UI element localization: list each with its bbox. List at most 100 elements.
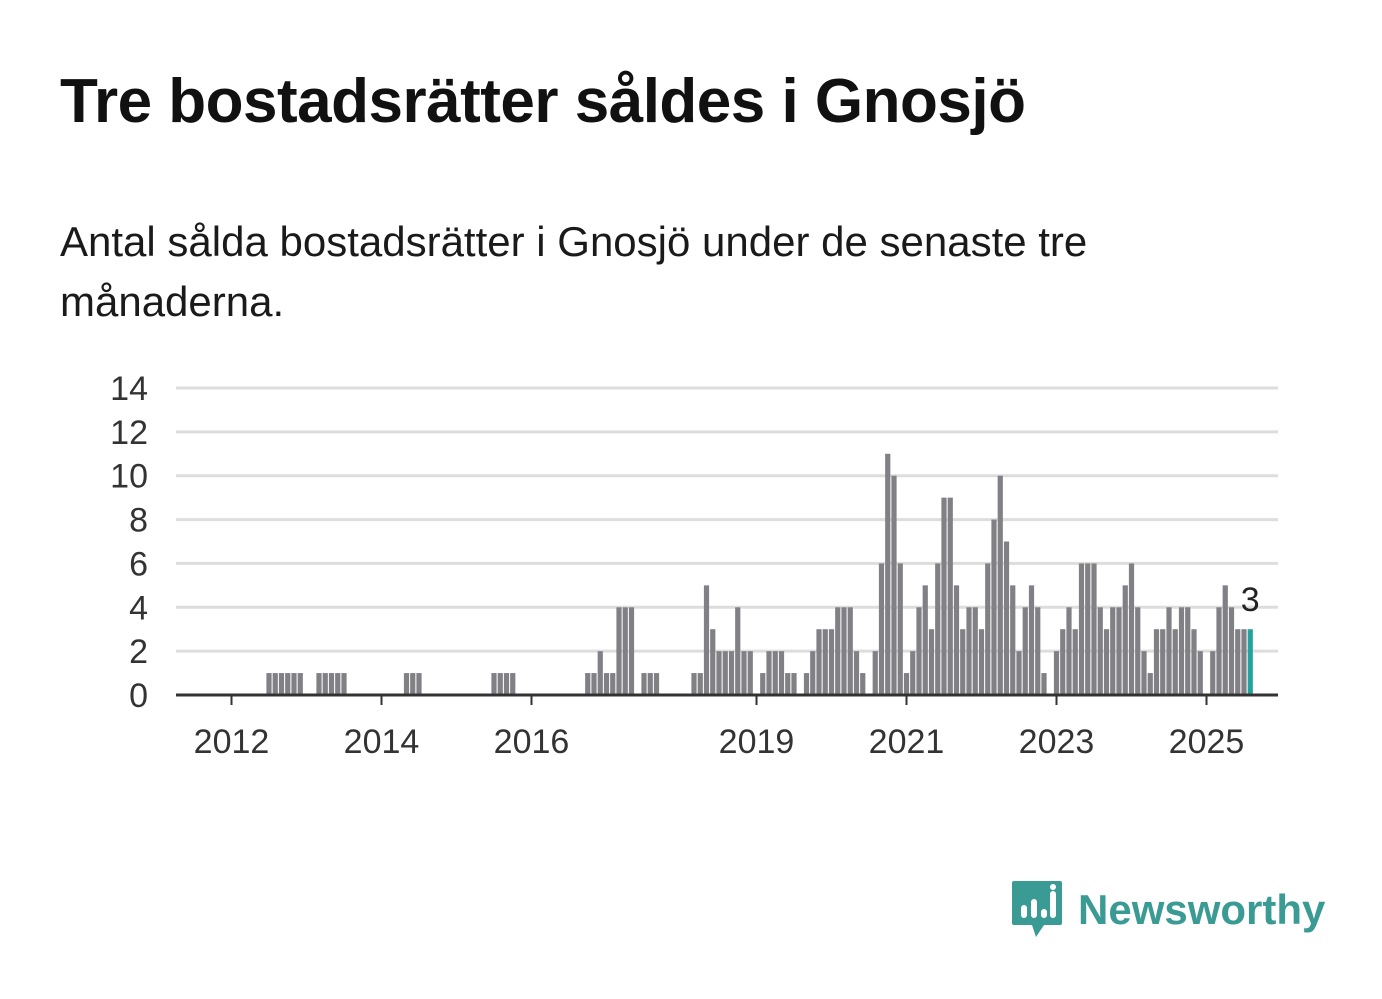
y-tick-label: 6 xyxy=(129,545,148,583)
bar xyxy=(997,475,1003,695)
bar xyxy=(872,651,878,695)
bar xyxy=(1053,651,1060,695)
bar xyxy=(947,497,953,695)
bar xyxy=(328,673,335,695)
bar xyxy=(1122,585,1128,695)
bar xyxy=(735,607,741,695)
brand-logo: Newsworthy xyxy=(1010,878,1325,942)
bars xyxy=(266,453,1253,695)
bar xyxy=(891,475,897,695)
bar xyxy=(760,673,766,695)
bar xyxy=(1197,651,1203,695)
bar xyxy=(1185,607,1191,695)
bar-highlight xyxy=(1247,629,1253,695)
bar xyxy=(810,651,816,695)
x-axis-ticks: 2012 2014 2016 2019 2021 2023 2025 xyxy=(194,695,1245,761)
bar xyxy=(716,651,722,695)
bar xyxy=(1010,585,1016,695)
bar xyxy=(322,673,328,695)
bar xyxy=(1172,629,1178,695)
bar xyxy=(847,607,853,695)
bar xyxy=(410,673,416,695)
bar xyxy=(1103,629,1110,695)
bar xyxy=(278,673,285,695)
bar xyxy=(1091,563,1097,695)
bar xyxy=(1110,607,1116,695)
bar xyxy=(1216,607,1222,695)
bar xyxy=(897,563,903,695)
bar xyxy=(991,519,997,695)
bar xyxy=(491,673,497,695)
x-tick-label: 2021 xyxy=(869,723,945,761)
bar xyxy=(1153,629,1160,695)
bar xyxy=(772,651,778,695)
bar xyxy=(416,673,422,695)
bar xyxy=(1066,607,1072,695)
bar xyxy=(791,673,797,695)
bar xyxy=(1147,673,1153,695)
bar xyxy=(591,673,597,695)
bar xyxy=(916,607,922,695)
bar xyxy=(616,607,622,695)
bar xyxy=(1028,585,1035,695)
bar xyxy=(653,673,660,695)
bar xyxy=(885,453,891,695)
data-labels: 3 xyxy=(1241,581,1260,619)
bar xyxy=(510,673,516,695)
bar xyxy=(878,563,885,695)
bar xyxy=(1035,607,1041,695)
bar xyxy=(910,651,916,695)
bar xyxy=(1141,651,1147,695)
bar xyxy=(1228,607,1235,695)
y-tick-label: 12 xyxy=(110,414,148,452)
bar xyxy=(1222,585,1228,695)
x-tick-label: 2025 xyxy=(1169,723,1245,761)
bar xyxy=(1003,541,1010,695)
bar xyxy=(778,651,785,695)
bar xyxy=(641,673,647,695)
bar xyxy=(1116,607,1122,695)
x-tick-label: 2014 xyxy=(344,723,420,761)
bar xyxy=(1135,607,1141,695)
bar xyxy=(741,651,747,695)
newsworthy-logo-icon xyxy=(1012,881,1062,937)
bar xyxy=(503,673,510,695)
bar xyxy=(966,607,972,695)
bar xyxy=(960,629,966,695)
bar xyxy=(1078,563,1085,695)
bar xyxy=(853,651,860,695)
bar xyxy=(710,629,716,695)
brand-name: Newsworthy xyxy=(1078,886,1326,933)
bar xyxy=(603,673,610,695)
bar xyxy=(822,629,828,695)
bar xyxy=(1060,629,1066,695)
bar xyxy=(622,607,628,695)
bar xyxy=(785,673,791,695)
bar xyxy=(972,607,978,695)
data-label: 3 xyxy=(1241,581,1260,619)
bar xyxy=(935,563,941,695)
y-tick-label: 14 xyxy=(110,370,148,408)
y-tick-label: 10 xyxy=(110,458,148,496)
bar xyxy=(747,651,753,695)
bar xyxy=(1160,629,1166,695)
bar xyxy=(985,563,991,695)
bar xyxy=(860,673,866,695)
chart-subtitle: Antal sålda bostadsrätter i Gnosjö under… xyxy=(60,218,1088,325)
bar xyxy=(272,673,278,695)
y-tick-label: 2 xyxy=(129,633,148,671)
bar xyxy=(903,673,910,695)
bar xyxy=(1241,629,1247,695)
bar xyxy=(828,629,835,695)
bar xyxy=(610,673,616,695)
x-tick-label: 2023 xyxy=(1019,723,1095,761)
y-tick-label: 4 xyxy=(129,589,148,627)
bar xyxy=(341,673,347,695)
bar xyxy=(628,607,635,695)
bar xyxy=(335,673,341,695)
x-tick-label: 2019 xyxy=(719,723,795,761)
bar xyxy=(978,629,985,695)
bar xyxy=(697,673,703,695)
bar xyxy=(691,673,697,695)
